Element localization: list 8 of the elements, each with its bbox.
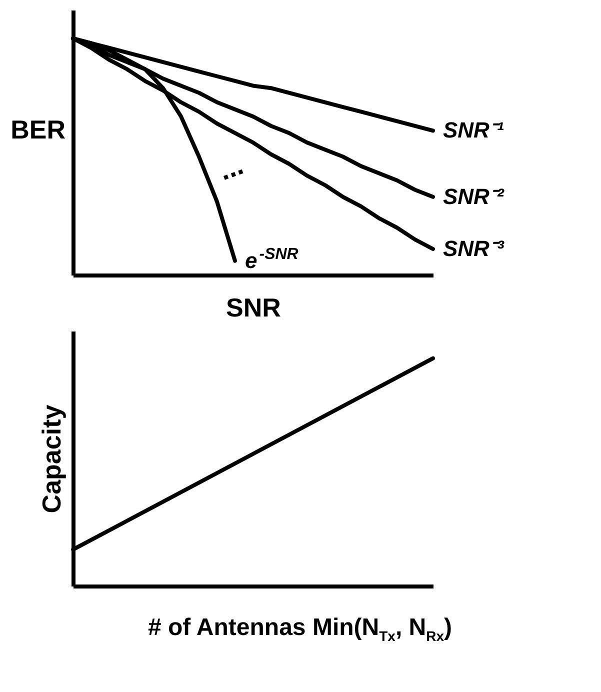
series-label: SNR⁻³: [443, 236, 504, 261]
x-axis-title: SNR: [226, 292, 282, 322]
y-axis-title: BER: [10, 114, 66, 144]
y-axis-title: Capacity: [36, 404, 66, 514]
x-axis-title: # of Antennas Min(N$_{Tx}$, N$_{Rx}$): [146, 614, 454, 644]
series-label: SNR⁻²: [443, 184, 504, 209]
annotation: ...: [214, 149, 248, 186]
series-label: SNR⁻¹: [443, 118, 504, 143]
